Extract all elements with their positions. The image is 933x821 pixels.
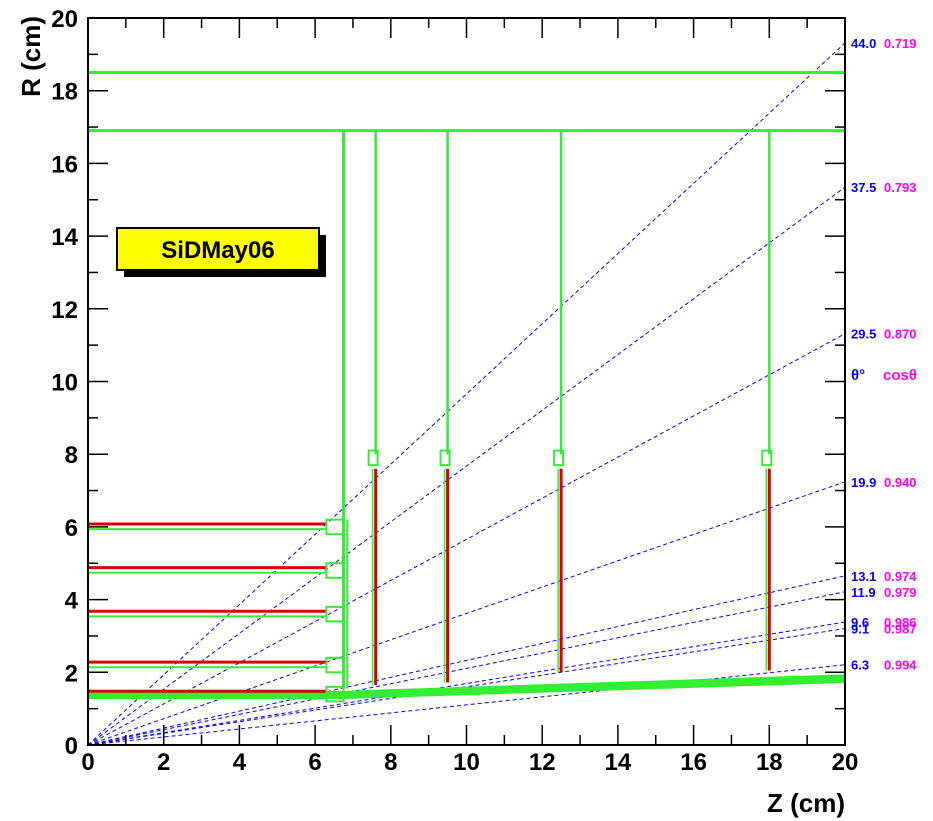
angle-line-37.5	[87, 186, 846, 746]
plot-frame	[87, 17, 846, 746]
cos-label-19.9: 0.940	[884, 475, 917, 490]
theta-label-9.6: 9.6	[851, 615, 869, 630]
x-tick-label: 8	[384, 749, 397, 776]
legend-header-cos: cosθ	[883, 367, 917, 384]
y-tick-label: 8	[65, 442, 78, 469]
cos-label-37.5: 0.793	[884, 180, 917, 195]
angle-annotations: 44.0 0.719 37.5 0.793 29.5 0.870 19.9 0.940 13.1…	[851, 36, 917, 673]
angle-line-29.5	[87, 333, 846, 746]
theta-label-13.1: 13.1	[851, 569, 876, 584]
x-tick-label: 10	[453, 749, 480, 776]
disk-bracket-3	[553, 449, 565, 467]
x-tick-label: 20	[832, 749, 859, 776]
legend-header-theta: θ°	[851, 367, 865, 384]
theta-label-9.1: 9.1	[851, 622, 869, 637]
cos-label-9.1: 0.987	[884, 622, 917, 637]
x-tick-label: 6	[308, 749, 321, 776]
disk-bracket-2	[439, 449, 451, 467]
plot-frame-border	[87, 17, 846, 746]
x-axis-title: Z (cm)	[767, 788, 845, 818]
barrel-layer-bracket-5	[325, 518, 345, 536]
y-tick-label: 14	[51, 224, 78, 251]
cos-label-29.5: 0.870	[884, 327, 917, 342]
detector-geometry	[87, 71, 846, 703]
angle-line-13.1	[87, 575, 846, 746]
barrel-layer-bracket-2	[325, 656, 345, 674]
angle-line-9.1	[87, 628, 846, 746]
y-axis-title: R (cm)	[16, 16, 46, 97]
angle-line-19.9	[87, 481, 846, 746]
cos-label-6.3: 0.994	[884, 658, 917, 673]
theta-label-19.9: 19.9	[851, 475, 876, 490]
theta-label-6.3: 6.3	[851, 658, 869, 673]
beam-pipe	[87, 674, 846, 699]
y-tick-label: 20	[51, 6, 78, 33]
cos-label-11.9: 0.979	[884, 585, 917, 600]
disk-bracket-4	[761, 449, 773, 467]
y-tick-label: 2	[65, 660, 78, 687]
y-tick-label: 16	[51, 151, 78, 178]
x-tick-label: 0	[81, 749, 94, 776]
angle-line-9.6	[87, 621, 846, 746]
x-tick-label: 18	[756, 749, 783, 776]
angle-line-6.3	[87, 664, 846, 746]
angle-line-11.9	[87, 591, 846, 746]
cos-label-9.6: 0.986	[884, 615, 917, 630]
barrel-layer-bracket-4	[325, 562, 345, 579]
x-tick-label: 16	[680, 749, 707, 776]
x-tick-label: 14	[605, 749, 632, 776]
legend-header: θ° cosθ	[851, 367, 917, 384]
x-tick-label: 4	[233, 749, 247, 776]
theta-label-11.9: 11.9	[851, 585, 876, 600]
y-tick-label: 0	[65, 733, 78, 760]
cos-label-44.0: 0.719	[884, 36, 917, 51]
disk-bracket-1	[367, 449, 379, 467]
y-tick-label: 18	[51, 79, 78, 106]
axis-tick-labels: 0 2 4 6 8 10 12 14 16 18 20 0 2 4 6 8 10 12 14 16 18 20	[51, 6, 858, 776]
label-box-text: SiDMay06	[161, 237, 274, 264]
label-box-background	[116, 227, 320, 271]
theta-label-37.5: 37.5	[851, 180, 876, 195]
y-tick-label: 10	[51, 370, 78, 397]
angle-line-44.0	[87, 42, 846, 746]
theta-label-44.0: 44.0	[851, 36, 876, 51]
cos-label-13.1: 0.974	[884, 569, 917, 584]
barrel-layer-bracket-1	[325, 685, 345, 703]
label-box: SiDMay06	[116, 227, 326, 277]
x-tick-label: 2	[157, 749, 170, 776]
y-tick-label: 6	[65, 515, 78, 542]
y-tick-label: 4	[65, 588, 79, 615]
axis-ticks	[87, 17, 846, 746]
x-tick-label: 12	[529, 749, 556, 776]
y-tick-label: 12	[51, 297, 78, 324]
theta-label-29.5: 29.5	[851, 327, 876, 342]
angle-lines	[87, 42, 846, 746]
